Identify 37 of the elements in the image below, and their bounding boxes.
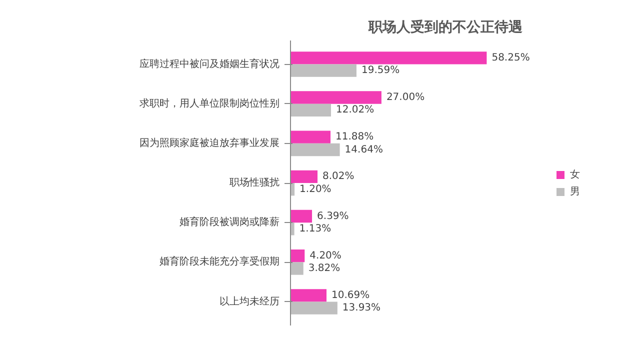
bar <box>290 250 305 262</box>
bar <box>290 170 318 183</box>
data-label: 1.13% <box>299 223 332 234</box>
data-label: 11.88% <box>336 132 374 143</box>
y-tick-label: 以上均未经历 <box>220 295 280 308</box>
data-label: 58.25% <box>492 52 530 64</box>
data-label: 8.02% <box>322 171 354 182</box>
data-label: 12.02% <box>336 104 374 116</box>
bar <box>290 64 356 77</box>
bar <box>290 130 331 144</box>
data-label: 6.39% <box>317 210 349 222</box>
bar <box>290 222 294 236</box>
chart-title: 职场人受到的不公正待遇 <box>368 20 524 36</box>
legend-label: 女 <box>570 168 581 181</box>
data-label: 13.93% <box>342 302 381 314</box>
y-tick-label: 求职时，用人单位限制岗位性别 <box>140 97 280 110</box>
y-tick-label: 婚育阶段未能充分享受假期 <box>160 256 280 268</box>
bar <box>290 262 304 275</box>
data-label: 1.20% <box>300 184 332 195</box>
bar <box>290 302 338 314</box>
bar <box>290 143 340 156</box>
y-tick-label: 婚育阶段被调岗或降薪 <box>180 216 280 228</box>
data-label: 4.20% <box>310 250 342 262</box>
data-label: 10.69% <box>332 290 370 301</box>
legend-label: 男 <box>570 185 581 198</box>
data-label: 27.00% <box>386 92 425 103</box>
data-label: 3.82% <box>308 263 340 274</box>
bar <box>290 52 487 64</box>
y-tick-label: 应聘过程中被问及婚姻生育状况 <box>140 58 280 70</box>
y-tick-label: 职场性骚扰 <box>230 176 280 188</box>
y-tick-label: 因为照顾家庭被迫放弃事业发展 <box>140 136 280 149</box>
bar <box>290 289 327 302</box>
bar <box>290 91 382 104</box>
bar <box>290 210 312 223</box>
data-label: 14.64% <box>344 144 383 156</box>
data-label: 19.59% <box>361 65 400 76</box>
bar <box>290 104 331 116</box>
